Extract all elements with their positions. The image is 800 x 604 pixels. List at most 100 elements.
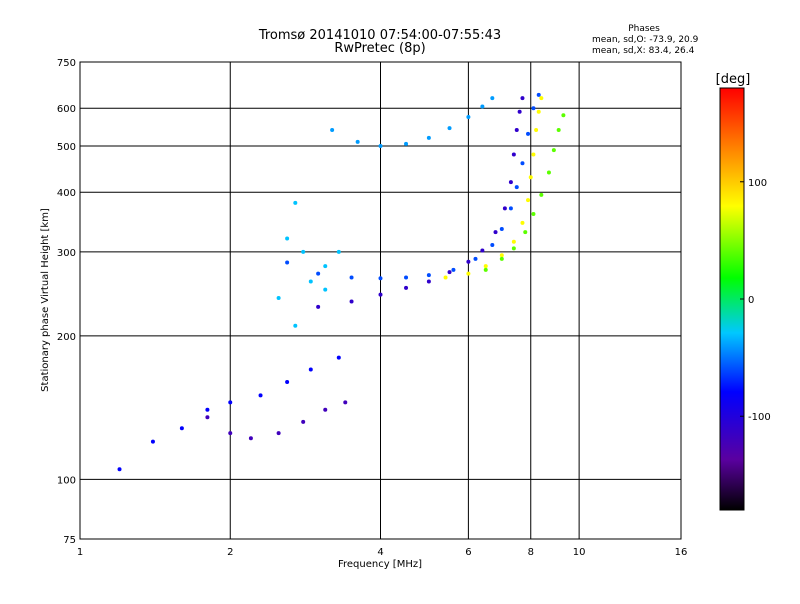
echo-point <box>480 248 485 253</box>
echo-point <box>539 192 544 197</box>
y-tick-label: 400 <box>57 188 76 199</box>
echo-point <box>276 296 281 301</box>
chart-title: Tromsø 20141010 07:54:00-07:55:43 <box>258 28 501 43</box>
x-tick-label: 6 <box>465 547 471 558</box>
echo-point <box>490 96 495 101</box>
echo-point <box>483 264 488 269</box>
echo-point <box>308 279 313 284</box>
echo-point <box>293 200 298 205</box>
echo-point <box>378 292 383 297</box>
echo-point <box>511 246 516 251</box>
echo-point <box>336 249 341 254</box>
echo-point <box>447 270 452 275</box>
echo-point <box>556 128 561 133</box>
echo-point <box>499 256 504 261</box>
echo-point <box>531 106 536 111</box>
echo-point <box>404 285 409 290</box>
echo-point <box>443 275 448 280</box>
echo-point <box>349 275 354 280</box>
echo-point <box>349 299 354 304</box>
echo-point <box>561 113 566 118</box>
echo-point <box>520 161 525 166</box>
x-tick-label: 10 <box>573 547 586 558</box>
echo-point <box>301 419 306 424</box>
echo-point <box>228 431 233 436</box>
echo-point <box>323 264 328 269</box>
echo-point <box>508 180 513 185</box>
echo-point <box>117 467 122 472</box>
echo-point <box>301 249 306 254</box>
echo-point <box>511 239 516 244</box>
echo-point <box>526 198 531 203</box>
y-tick-label: 100 <box>57 475 76 486</box>
echo-point <box>546 170 551 175</box>
x-axis-ticks: 1 2 4 6 8 10 16 <box>77 547 688 558</box>
echo-point <box>531 212 536 217</box>
y-tick-label: 200 <box>57 332 76 343</box>
colorbar-label: [deg] <box>716 72 751 87</box>
echo-point <box>205 407 210 412</box>
phase-line-o: mean, sd,O: -73.9, 20.9 <box>592 35 699 45</box>
echo-point <box>536 92 541 97</box>
echo-point <box>499 253 504 258</box>
echo-point <box>508 206 513 211</box>
echo-point <box>426 279 431 284</box>
x-tick-label: 2 <box>227 547 233 558</box>
y-tick-label: 500 <box>57 142 76 153</box>
x-tick-label: 1 <box>77 547 83 558</box>
y-axis-label: Stationary phase Virtual Height [km] <box>40 208 51 392</box>
echo-point <box>293 323 298 328</box>
echo-point <box>490 243 495 248</box>
y-axis-ticks: 75 100 200 300 400 500 600 750 <box>57 58 76 546</box>
echo-point <box>276 431 281 436</box>
colorbar-tick-label: -100 <box>748 412 771 423</box>
y-tick-label: 300 <box>57 248 76 259</box>
echo-point <box>355 139 360 144</box>
phase-heading: Phases <box>628 24 660 34</box>
echo-point <box>336 355 341 360</box>
echo-point <box>285 236 290 241</box>
echo-point <box>466 259 471 264</box>
echo-point <box>150 439 155 444</box>
echo-point <box>404 141 409 146</box>
echo-point <box>179 426 184 431</box>
echo-point <box>483 267 488 272</box>
x-tick-label: 16 <box>675 547 688 558</box>
chart-subtitle: RwPretec (8p) <box>334 41 425 56</box>
echo-point <box>378 276 383 281</box>
phase-line-x: mean, sd,X: 83.4, 26.4 <box>592 46 695 56</box>
y-tick-label: 750 <box>57 58 76 69</box>
echo-point <box>473 256 478 261</box>
echo-point <box>404 275 409 280</box>
echo-point <box>316 271 321 276</box>
echo-point <box>248 436 253 441</box>
echo-point <box>499 226 504 231</box>
colorbar-tick-label: 0 <box>748 295 754 306</box>
echo-point <box>447 126 452 131</box>
echo-point <box>228 400 233 405</box>
x-axis-label: Frequency [MHz] <box>338 559 422 570</box>
data-traces <box>117 92 566 472</box>
echo-point <box>466 115 471 120</box>
echo-point <box>426 135 431 140</box>
echo-point <box>493 230 498 235</box>
x-tick-label: 8 <box>528 547 534 558</box>
echo-point <box>258 393 263 398</box>
grid-lines <box>80 62 681 539</box>
echo-point <box>451 267 456 272</box>
echo-point <box>378 143 383 148</box>
colorbar-ticks: 100 0 -100 <box>740 178 771 423</box>
echo-point <box>520 96 525 101</box>
echo-point <box>526 131 531 136</box>
echo-point <box>514 185 519 190</box>
echo-point <box>517 109 522 114</box>
echo-point <box>534 128 539 133</box>
echo-point <box>480 104 485 109</box>
x-tick-label: 4 <box>377 547 383 558</box>
echo-point <box>536 109 541 114</box>
echo-point <box>323 287 328 292</box>
echo-point <box>528 175 533 180</box>
echo-point <box>523 230 528 235</box>
